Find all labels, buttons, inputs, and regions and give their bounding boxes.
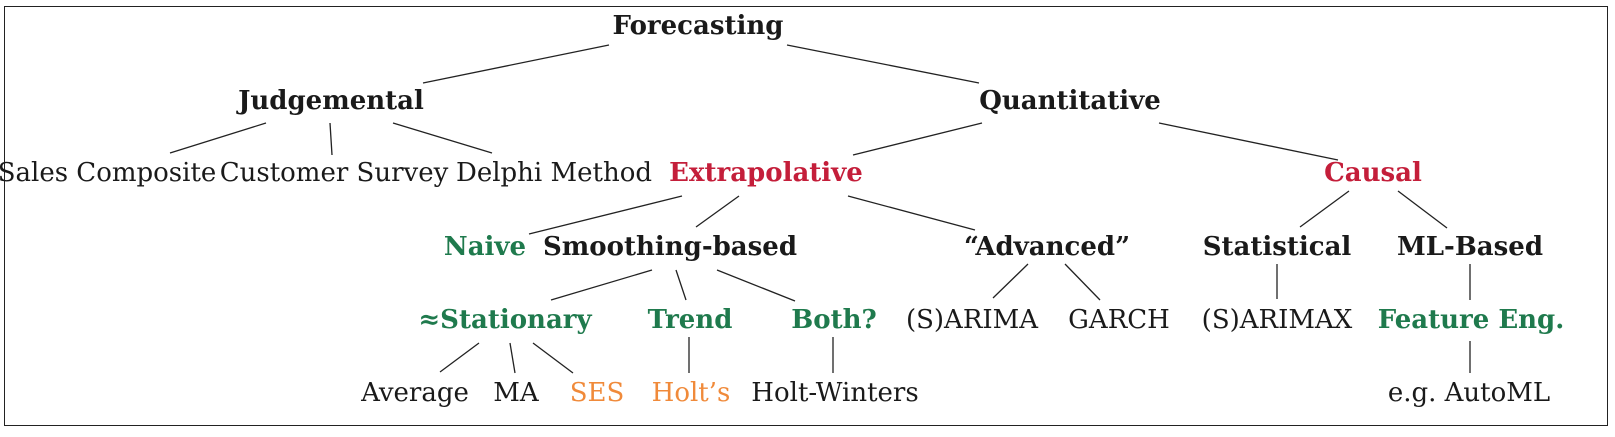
node-ml-based: ML-Based	[1396, 232, 1544, 262]
edge-extrapolative-smoothing	[695, 195, 740, 228]
edge-forecasting-judgemental	[422, 44, 610, 84]
edge-quantitative-causal	[1158, 122, 1339, 161]
node-ma: MA	[493, 378, 539, 408]
edge-extrapolative-naive	[528, 195, 683, 235]
edge-forecasting-quantitative	[786, 44, 980, 84]
node-ses: SES	[569, 378, 625, 408]
node-holt-winters: Holt-Winters	[751, 378, 919, 408]
node-average: Average	[361, 378, 469, 408]
diagram-frame: Forecasting Judgemental Quantitative Sal…	[0, 6, 1608, 426]
node-judgemental: Judgemental	[238, 86, 424, 116]
node-sarima: (S)ARIMA	[905, 305, 1039, 335]
edge-causal-mlbased	[1397, 190, 1448, 229]
node-naive: Naive	[443, 232, 527, 262]
tree-edges	[169, 44, 1471, 374]
node-sales-composite: Sales Composite	[0, 158, 217, 188]
node-sarimax: (S)ARIMAX	[1201, 305, 1353, 335]
edge-advanced-garch	[1064, 263, 1101, 301]
node-forecasting: Forecasting	[612, 11, 784, 41]
edge-judgemental-sales	[169, 122, 267, 154]
node-feature-eng: Feature Eng.	[1377, 305, 1565, 335]
edge-extrapolative-advanced	[847, 195, 976, 231]
node-quantitative: Quantitative	[979, 86, 1161, 116]
edge-smoothing-both	[716, 269, 796, 302]
edge-advanced-sarima	[992, 263, 1029, 299]
edge-judgemental-delphi	[392, 122, 493, 154]
node-stationary: ≈Stationary	[418, 305, 592, 335]
edge-smoothing-stationary	[550, 269, 653, 301]
edge-stationary-average	[439, 342, 480, 373]
node-trend: Trend	[647, 305, 733, 335]
node-delphi-method: Delphi Method	[455, 158, 653, 188]
node-automl: e.g. AutoML	[1387, 378, 1551, 408]
node-causal: Causal	[1324, 158, 1422, 188]
edge-stationary-ses	[532, 342, 574, 374]
node-extrapolative: Extrapolative	[669, 158, 863, 188]
edge-quantitative-extrapolative	[852, 122, 983, 156]
edge-stationary-ma	[509, 342, 516, 374]
edge-judgemental-survey	[329, 122, 333, 156]
node-statistical: Statistical	[1202, 232, 1352, 262]
node-customer-survey: Customer Survey	[219, 158, 449, 188]
node-smoothing-based: Smoothing-based	[542, 232, 798, 262]
node-advanced: “Advanced”	[963, 232, 1131, 262]
node-both: Both?	[791, 305, 877, 335]
node-garch: GARCH	[1068, 305, 1170, 335]
node-holts: Holt’s	[651, 378, 731, 408]
edge-smoothing-trend	[675, 269, 687, 301]
edge-causal-statistical	[1299, 190, 1350, 228]
